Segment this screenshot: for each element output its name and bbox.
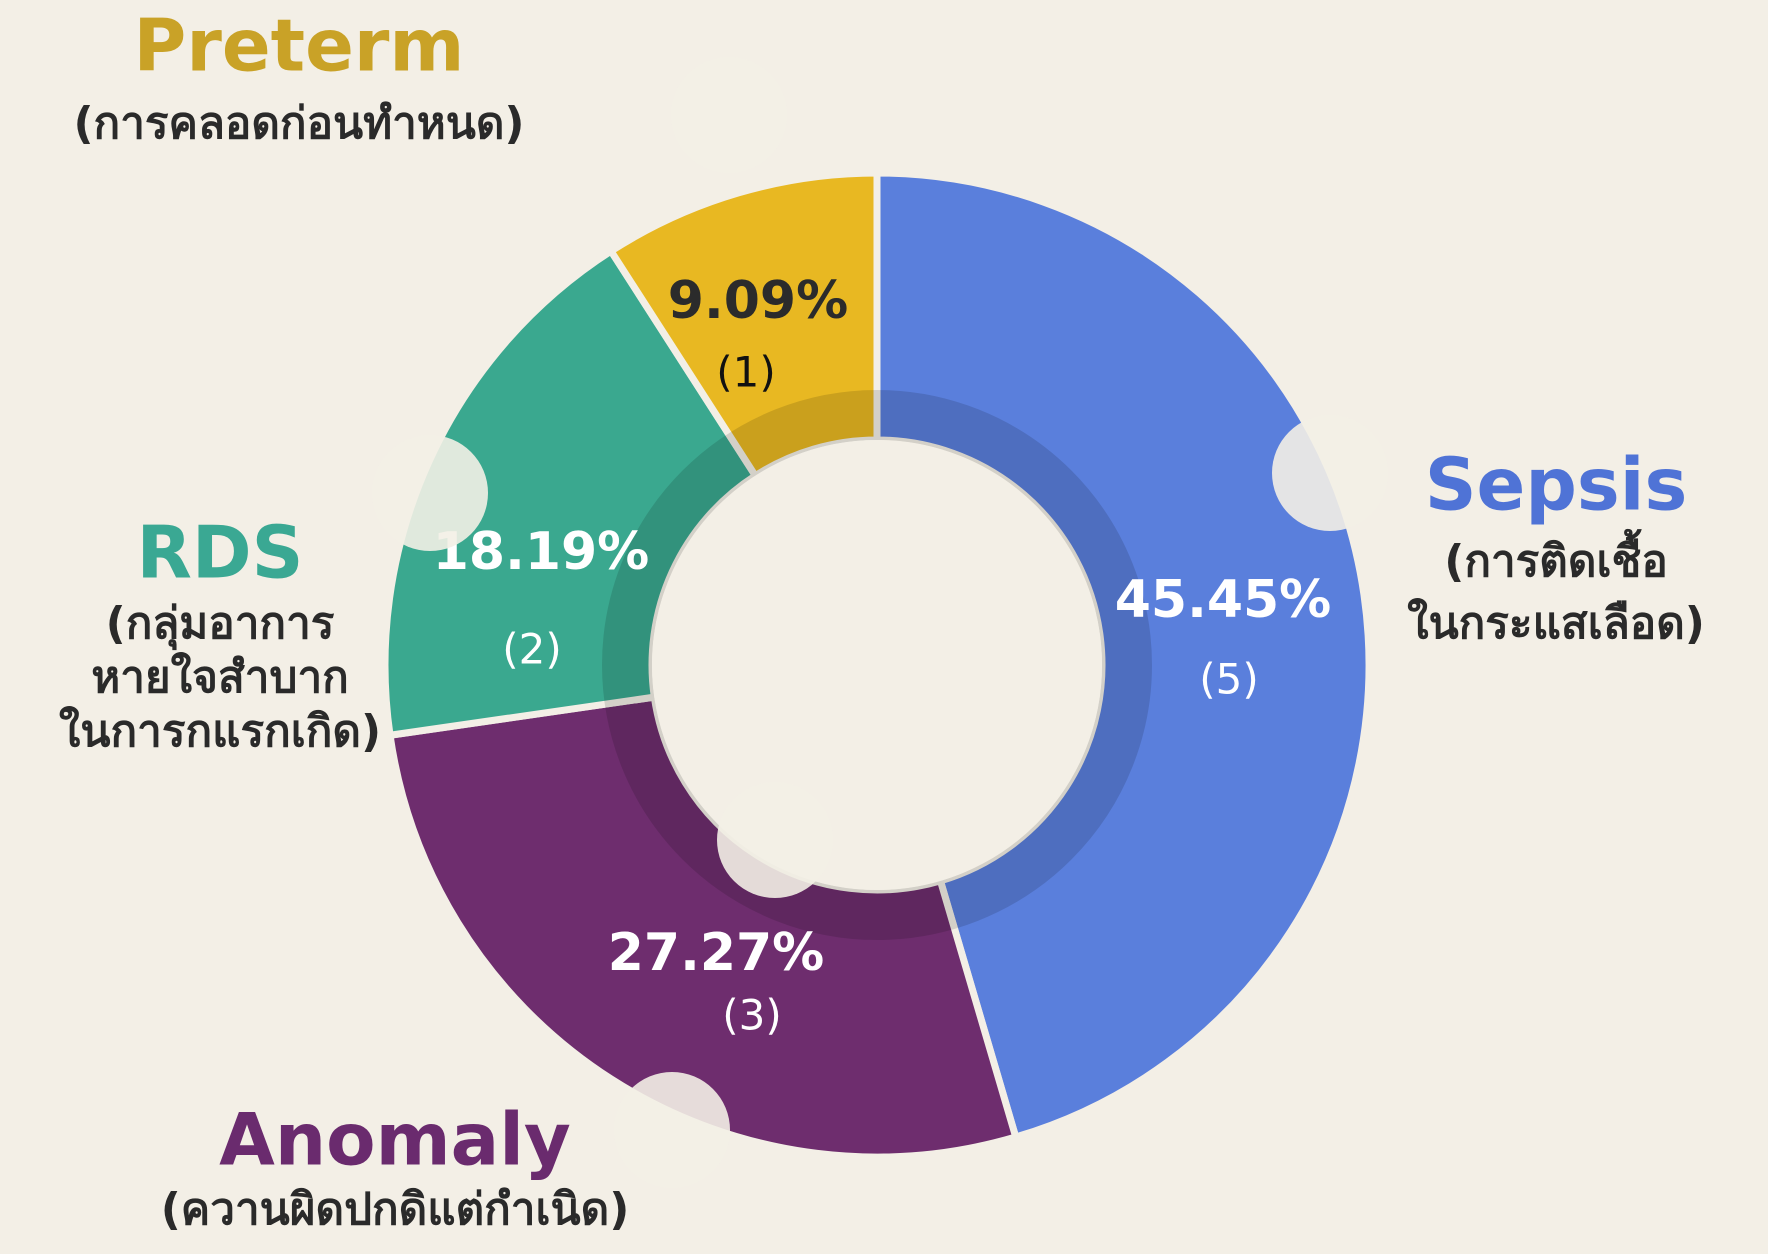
value-label: 27.27% (608, 923, 825, 983)
icon-badge (671, 57, 787, 173)
value-label: 45.45% (1115, 570, 1332, 630)
category-subtitle: (กลุ่มอาการ (106, 598, 335, 651)
category-name: RDS (136, 511, 303, 595)
count-label: (5) (1199, 655, 1259, 704)
icon-badge (717, 782, 833, 898)
hole (652, 440, 1102, 890)
category-name: Anomaly (219, 1098, 571, 1182)
icon-badge (614, 1072, 730, 1188)
icon-badge (372, 435, 488, 551)
page: 45.45% (5) Sepsis(การติดเชื้อในกระแสเลือด)… (0, 0, 1768, 1254)
category-subtitle: หายใจสำบาก (91, 651, 349, 703)
category-name: Preterm (134, 4, 465, 88)
category-subtitle: (การติดเชื้อ (1444, 528, 1668, 587)
category-name: Sepsis (1425, 443, 1688, 527)
category-subtitle: ในการกแรกเกิด) (59, 705, 381, 757)
category-subtitle: ในกระแสเลือด) (1407, 597, 1705, 649)
category-subtitle: (ควานผิดปกดิแต่กำเนิด) (161, 1184, 630, 1235)
chart: 45.45% (5) Sepsis(การติดเชื้อในกระแสเลือด)… (0, 0, 1768, 1254)
count-label: (3) (722, 991, 782, 1040)
count-label: (1) (716, 348, 776, 397)
icon-badge (1272, 415, 1388, 531)
value-label: 9.09% (668, 271, 848, 331)
count-label: (2) (502, 625, 562, 674)
category-subtitle: (การคลอดก่อนทำหนด) (73, 98, 524, 149)
